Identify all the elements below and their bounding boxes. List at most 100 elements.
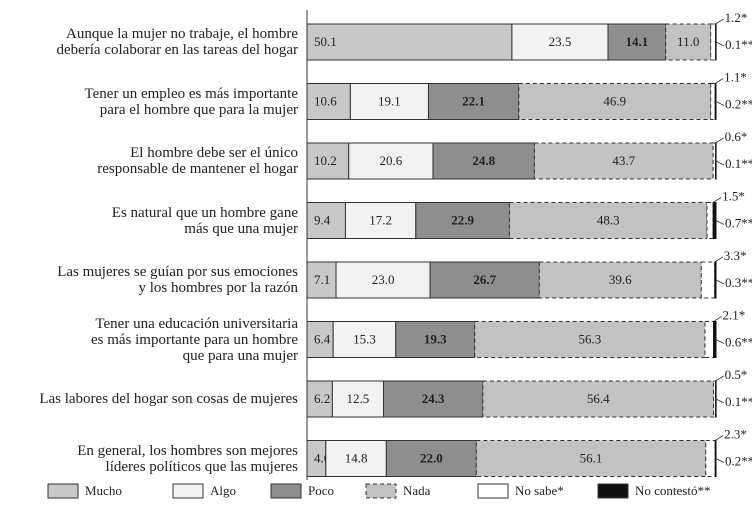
leader-line xyxy=(715,101,725,106)
value-label: 0.5* xyxy=(725,367,748,382)
leader-line xyxy=(715,375,724,382)
bar-segment xyxy=(385,440,477,477)
bar-segment xyxy=(714,261,717,299)
bar-segment xyxy=(714,83,717,120)
value-label: 0.6* xyxy=(725,129,748,144)
value-label: 0.1** xyxy=(725,156,752,171)
legend-label: No sabe* xyxy=(515,483,564,498)
category-label: Las mujeres se guían por sus emociones y… xyxy=(57,264,298,296)
value-label: 22.0 xyxy=(420,450,443,465)
legend-swatch xyxy=(477,483,509,499)
bar-segment xyxy=(306,23,513,61)
value-label: 0.1** xyxy=(725,37,752,52)
bar-segment xyxy=(665,23,712,61)
legend-label: Nada xyxy=(403,483,431,498)
bar-segment xyxy=(700,261,716,299)
category-label: Aunque la mujer no trabaje, el hombre de… xyxy=(56,26,298,58)
bar-segment xyxy=(306,261,337,299)
value-label: 1.2* xyxy=(725,10,748,25)
bar-segment xyxy=(332,321,397,358)
bar-segment xyxy=(704,321,715,358)
value-label: 7.1 xyxy=(314,272,330,287)
legend-label: Mucho xyxy=(85,483,122,498)
bar-segment xyxy=(415,202,510,239)
value-label: 11.0 xyxy=(677,34,699,49)
value-label: 39.6 xyxy=(609,272,632,287)
value-label: 0.2** xyxy=(725,453,752,468)
bar-segment xyxy=(306,142,350,180)
bar-segment xyxy=(344,202,417,239)
bar-segment xyxy=(508,202,708,239)
value-label: 12.5 xyxy=(347,391,370,406)
category-label: Tener un empleo es más importante para e… xyxy=(84,85,298,118)
value-label: 22.9 xyxy=(451,212,474,227)
value-label: 6.4 xyxy=(314,331,331,346)
bar-segment xyxy=(710,23,717,61)
value-label: 23.0 xyxy=(372,272,395,287)
bar-segment xyxy=(518,83,712,120)
leader-line xyxy=(714,435,724,441)
bar-segment xyxy=(348,142,434,180)
value-label: 2.1* xyxy=(723,307,746,322)
value-label: 46.9 xyxy=(603,93,626,108)
legend-swatch xyxy=(172,483,204,499)
bar-segment xyxy=(713,380,717,418)
bar-segment xyxy=(714,440,717,477)
bar-segment xyxy=(382,380,484,418)
value-label: 1.5* xyxy=(722,188,745,203)
bar-segment xyxy=(432,142,535,180)
category-label: Es natural que un hombre gane más que un… xyxy=(111,204,298,237)
bar-segment xyxy=(306,321,334,358)
value-label: 56.1 xyxy=(580,450,603,465)
bar-segment xyxy=(706,202,714,239)
value-label: 24.3 xyxy=(422,391,445,406)
leader-line xyxy=(715,398,725,404)
legend-label: Poco xyxy=(308,483,334,498)
legend-label: Algo xyxy=(210,483,236,498)
value-label: 17.2 xyxy=(369,212,392,227)
leader-line xyxy=(715,160,725,166)
bar-segment xyxy=(395,321,476,358)
bar-segment xyxy=(427,83,520,120)
bar-segment xyxy=(705,440,716,477)
value-label: 19.1 xyxy=(378,93,401,108)
leader-line xyxy=(714,256,723,263)
value-label: 0.7** xyxy=(725,215,752,230)
bar-segment xyxy=(712,202,717,239)
value-label: 50.1 xyxy=(314,34,337,49)
bar-segment xyxy=(335,261,431,299)
leader-line xyxy=(713,316,722,322)
legend-label: No contestó** xyxy=(635,483,710,498)
legend-swatch xyxy=(365,483,397,499)
value-label: 19.3 xyxy=(424,331,447,346)
bar-segment xyxy=(474,321,706,358)
value-label: 20.6 xyxy=(379,153,402,168)
value-label: 2.3* xyxy=(724,426,747,441)
value-label: 15.3 xyxy=(353,331,376,346)
leader-line xyxy=(712,197,722,203)
value-label: 3.3* xyxy=(724,248,747,263)
bar-segment xyxy=(710,83,716,120)
value-label: 0.6** xyxy=(725,334,752,349)
value-label: 56.3 xyxy=(578,331,601,346)
legend-swatch xyxy=(270,483,302,499)
value-label: 48.3 xyxy=(597,212,620,227)
category-label: Tener una educación universitaria es más… xyxy=(90,315,298,364)
value-label: 43.7 xyxy=(612,153,635,168)
value-label: 0.3** xyxy=(725,275,752,290)
bar-segment xyxy=(306,380,333,418)
bar-segment xyxy=(482,380,715,418)
leader-line xyxy=(715,41,725,47)
value-label: 1.1* xyxy=(724,69,747,84)
bar-segment xyxy=(712,142,717,180)
value-label: 9.4 xyxy=(314,212,331,227)
bar-segment xyxy=(429,261,540,299)
bar-segment xyxy=(533,142,714,180)
value-label: 0.1** xyxy=(725,394,752,409)
leader-line xyxy=(715,458,725,463)
bar-segment xyxy=(306,202,346,239)
value-label: 23.5 xyxy=(549,34,572,49)
value-label: 26.7 xyxy=(473,272,496,287)
